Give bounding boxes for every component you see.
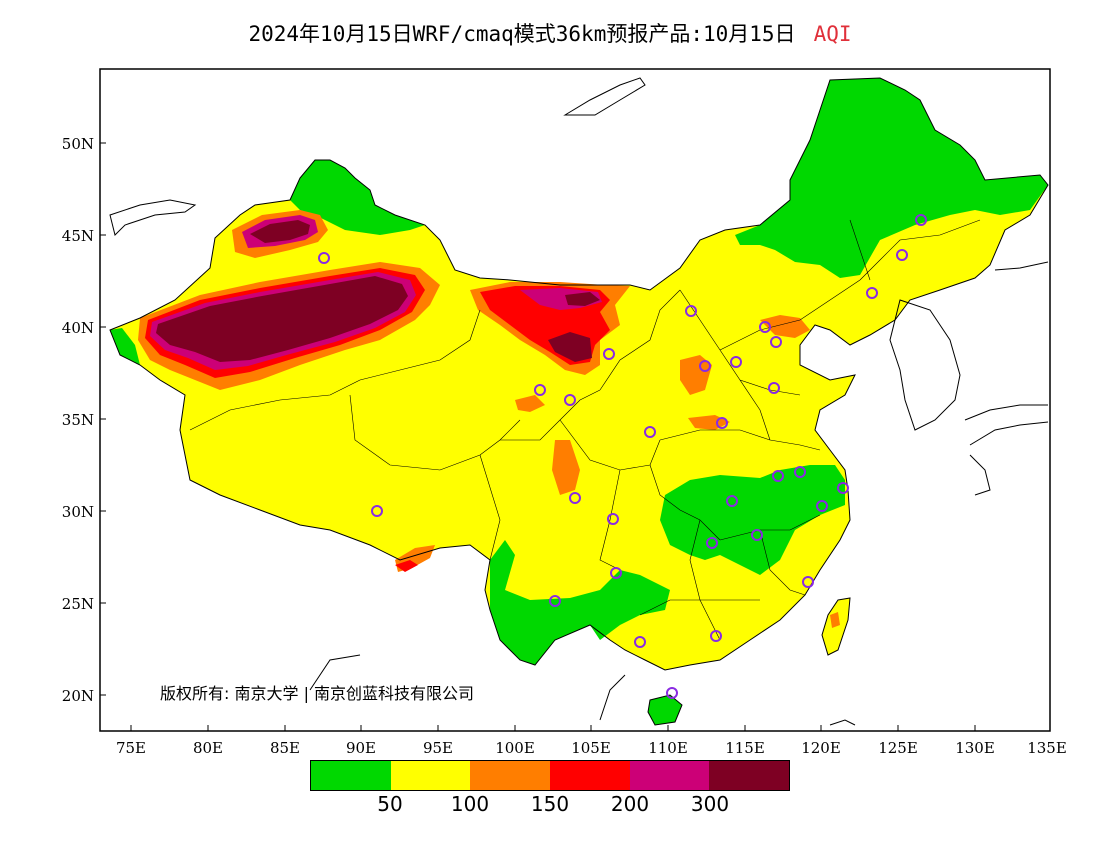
station-marker bbox=[751, 529, 763, 541]
colorbar-label: 150 bbox=[530, 792, 570, 816]
y-tick-label: 50N bbox=[62, 135, 94, 153]
aqi-region-green-south bbox=[660, 465, 845, 575]
station-marker bbox=[759, 321, 771, 333]
y-tick-label: 45N bbox=[62, 227, 94, 245]
colorbar-segment bbox=[390, 761, 471, 790]
x-axis-labels: 75E 80E 85E 90E 95E 100E 105E 110E 115E … bbox=[116, 739, 1067, 757]
station-marker bbox=[564, 394, 576, 406]
aqi-colorbar bbox=[310, 760, 790, 791]
station-marker bbox=[794, 466, 806, 478]
colorbar-segment bbox=[470, 761, 551, 790]
x-tick-label: 105E bbox=[571, 739, 611, 757]
aqi-region-green-southwest bbox=[490, 540, 670, 665]
axis-ticks bbox=[100, 142, 1051, 731]
y-tick-label: 40N bbox=[62, 319, 94, 337]
station-marker bbox=[534, 384, 546, 396]
station-marker bbox=[802, 576, 814, 588]
station-marker bbox=[644, 426, 656, 438]
copyright-text: 版权所有: 南京大学 | 南京创蓝科技有限公司 bbox=[160, 684, 475, 703]
station-marker bbox=[716, 417, 728, 429]
aqi-region-orange-sichuan bbox=[552, 440, 580, 495]
colorbar-label: 100 bbox=[450, 792, 490, 816]
aqi-region-maroon-ordos bbox=[548, 332, 592, 362]
aqi-region-red-tibet bbox=[395, 560, 418, 572]
x-tick-label: 120E bbox=[801, 739, 841, 757]
station-marker bbox=[318, 252, 330, 264]
station-marker bbox=[710, 630, 722, 642]
station-marker bbox=[685, 305, 697, 317]
x-tick-label: 90E bbox=[346, 739, 376, 757]
y-axis-labels: 50N 45N 40N 35N 30N 25N 20N bbox=[62, 135, 94, 705]
station-marker bbox=[634, 636, 646, 648]
station-marker bbox=[610, 567, 622, 579]
y-tick-label: 25N bbox=[62, 595, 94, 613]
aqi-region-maroon-xinjiang bbox=[156, 276, 408, 362]
station-marker bbox=[699, 360, 711, 372]
colorbar-label: 50 bbox=[377, 792, 403, 816]
colorbar-segment bbox=[629, 761, 710, 790]
x-tick-label: 85E bbox=[270, 739, 300, 757]
station-marker bbox=[770, 336, 782, 348]
coastlines bbox=[109, 77, 1049, 726]
province-borders bbox=[189, 219, 981, 641]
station-marker bbox=[706, 537, 718, 549]
station-markers bbox=[318, 214, 927, 699]
y-tick-label: 20N bbox=[62, 687, 94, 705]
colorbar-segment bbox=[709, 761, 790, 790]
station-marker bbox=[837, 482, 849, 494]
station-marker bbox=[915, 214, 927, 226]
title-variable: AQI bbox=[813, 22, 852, 46]
station-marker bbox=[816, 500, 828, 512]
station-marker bbox=[896, 249, 908, 261]
colorbar-labels: 50 100 150 200 300 bbox=[0, 792, 1100, 822]
station-marker bbox=[726, 495, 738, 507]
x-tick-label: 80E bbox=[193, 739, 223, 757]
aqi-region-orange-gansu bbox=[515, 395, 545, 412]
x-tick-label: 125E bbox=[878, 739, 918, 757]
aqi-region-orange-taiwan bbox=[830, 612, 840, 628]
station-marker bbox=[607, 513, 619, 525]
colorbar-segment bbox=[311, 761, 391, 790]
x-tick-label: 75E bbox=[116, 739, 146, 757]
aqi-region-orange-shanxi bbox=[680, 355, 712, 395]
station-marker bbox=[549, 595, 561, 607]
station-marker bbox=[772, 470, 784, 482]
china-aqi-fill bbox=[110, 78, 1048, 725]
aqi-region-maroon-dzungaria bbox=[250, 220, 310, 243]
aqi-region-green-west-edge bbox=[110, 328, 140, 365]
colorbar-segment bbox=[550, 761, 630, 790]
x-tick-label: 95E bbox=[423, 739, 453, 757]
station-marker bbox=[666, 687, 678, 699]
x-tick-label: 135E bbox=[1027, 739, 1067, 757]
aqi-region-maroon-alxa bbox=[565, 292, 600, 306]
colorbar-label: 300 bbox=[690, 792, 730, 816]
x-tick-label: 115E bbox=[725, 739, 765, 757]
aqi-region-green-hainan bbox=[648, 695, 682, 725]
x-tick-label: 110E bbox=[648, 739, 688, 757]
aqi-region-green-northeast bbox=[735, 78, 1048, 278]
map-title: 2024年10月15日WRF/cmaq模式36km预报产品:10月15日 AQI bbox=[0, 18, 1100, 48]
station-marker bbox=[569, 492, 581, 504]
station-marker bbox=[866, 287, 878, 299]
y-tick-label: 35N bbox=[62, 411, 94, 429]
station-marker bbox=[730, 356, 742, 368]
aqi-region-green-northwest bbox=[290, 160, 425, 235]
y-tick-label: 30N bbox=[62, 503, 94, 521]
station-marker bbox=[603, 348, 615, 360]
station-marker bbox=[371, 505, 383, 517]
x-tick-label: 130E bbox=[955, 739, 995, 757]
colorbar-label: 200 bbox=[610, 792, 650, 816]
x-tick-label: 100E bbox=[495, 739, 535, 757]
title-main: 2024年10月15日WRF/cmaq模式36km预报产品:10月15日 bbox=[248, 22, 796, 46]
station-marker bbox=[768, 382, 780, 394]
